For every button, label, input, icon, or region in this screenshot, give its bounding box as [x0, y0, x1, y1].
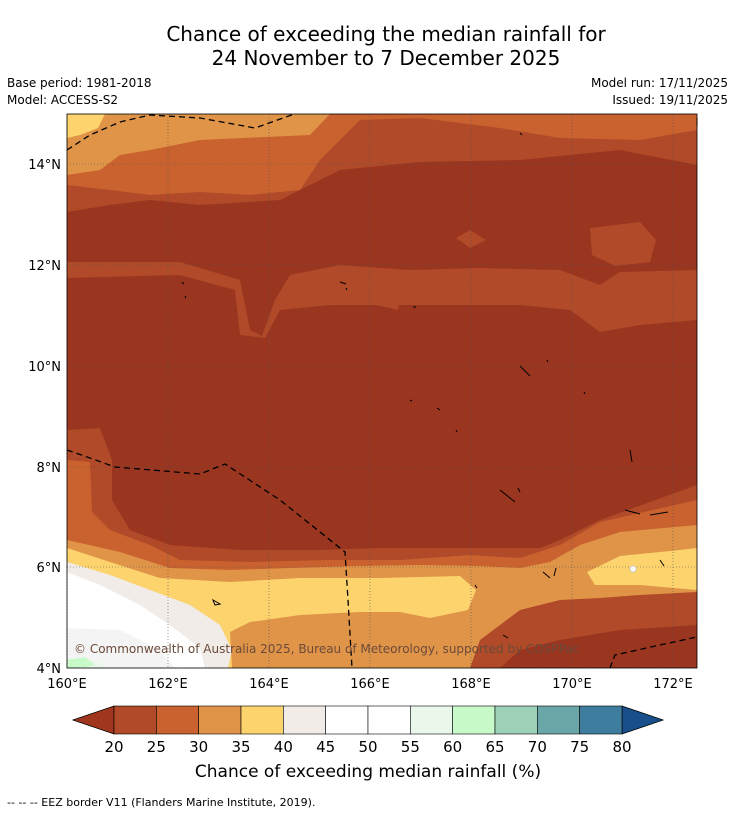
colorbar-title: Chance of exceeding median rainfall (%): [194, 762, 542, 782]
lat-label: 4°N: [37, 662, 62, 677]
title-line-2: 24 November to 7 December 2025: [211, 46, 561, 70]
lon-label: 172°E: [653, 677, 693, 692]
region-25-30-small-blob: [456, 230, 486, 248]
colorbar-swatch: [325, 705, 369, 735]
lat-label: 14°N: [28, 158, 61, 173]
region-20-25-southeast: [500, 625, 697, 668]
model-run: Model run: 17/11/2025: [590, 76, 728, 90]
title-line-1: Chance of exceeding the median rainfall …: [166, 22, 606, 46]
lat-label: 12°N: [28, 259, 61, 274]
colorbar-swatch: [113, 705, 157, 735]
model-name: Model: ACCESS-S2: [7, 93, 119, 107]
colorbar-swatch: [156, 705, 199, 735]
map-frame: [66, 113, 698, 669]
colorbar-under-arrow: [71, 705, 115, 735]
colorbar-tick-label: 65: [485, 738, 504, 756]
colorbar-swatch: [410, 705, 453, 735]
colorbar-swatch: [452, 705, 496, 735]
colorbar: 20 25 30 35 40 45 50 55 60 65 70 75 80: [71, 705, 665, 756]
lon-label: 168°E: [451, 677, 491, 692]
colorbar-over-arrow: [621, 705, 665, 735]
region-25-30-east-blob: [590, 222, 656, 266]
meta-right: Model run: 17/11/2025 Issued: 19/11/2025: [591, 75, 728, 109]
colorbar-tick-label: 40: [274, 738, 293, 756]
colorbar-swatch: [367, 705, 411, 735]
colorbar-tick-label: 75: [570, 738, 589, 756]
colorbar-tick-label: 60: [443, 738, 462, 756]
colorbar-swatch: [283, 705, 326, 735]
region-60-65: [67, 657, 95, 668]
region-40-45-east: [587, 548, 697, 590]
region-40-45-north: [67, 114, 105, 138]
eez-legend: -- -- -- EEZ border V11 (Flanders Marine…: [7, 796, 316, 809]
colorbar-tick-label: 45: [316, 738, 335, 756]
island-marker: [629, 565, 637, 573]
colorbar-tick-label: 70: [528, 738, 547, 756]
base-period: Base period: 1981-2018: [7, 76, 152, 90]
lat-label: 6°N: [37, 561, 62, 576]
colorbar-tick-label: 35: [231, 738, 250, 756]
map-field: [67, 114, 697, 668]
colorbar-swatch: [537, 705, 580, 735]
lon-label: 164°E: [249, 677, 289, 692]
colorbar-tick-label: 80: [612, 738, 631, 756]
chart-title: Chance of exceeding the median rainfall …: [0, 22, 736, 70]
lon-label: 166°E: [350, 677, 390, 692]
lon-label: 160°E: [47, 677, 87, 692]
region-50-55-inner: [67, 628, 175, 668]
meta-left: Base period: 1981-2018 Model: ACCESS-S2: [7, 75, 152, 109]
lon-label: 162°E: [148, 677, 188, 692]
lat-label: 10°N: [28, 360, 61, 375]
colorbar-swatch: [198, 705, 242, 735]
colorbar-tick-label: 25: [147, 738, 166, 756]
lon-label: 170°E: [552, 677, 592, 692]
colorbar-tick-label: 20: [104, 738, 123, 756]
colorbar-tick-label: 55: [401, 738, 420, 756]
lat-label: 8°N: [37, 461, 62, 476]
colorbar-swatch: [579, 705, 623, 735]
colorbar-swatch: [240, 705, 284, 735]
lat-labels: 14°N 12°N 10°N 8°N 6°N 4°N: [28, 158, 61, 677]
issued-date: Issued: 19/11/2025: [612, 93, 728, 107]
region-35-40-north: [67, 114, 330, 175]
eez-borders: [67, 114, 697, 668]
region-25-30-mid-blob: [315, 282, 400, 310]
copyright-text: © Commonwealth of Australia 2025, Bureau…: [74, 642, 579, 656]
colorbar-swatch: [494, 705, 538, 735]
colorbar-tick-label: 30: [189, 738, 208, 756]
lon-labels: 160°E 162°E 164°E 166°E 168°E 170°E 172°…: [47, 677, 693, 692]
colorbar-tick-label: 50: [358, 738, 377, 756]
